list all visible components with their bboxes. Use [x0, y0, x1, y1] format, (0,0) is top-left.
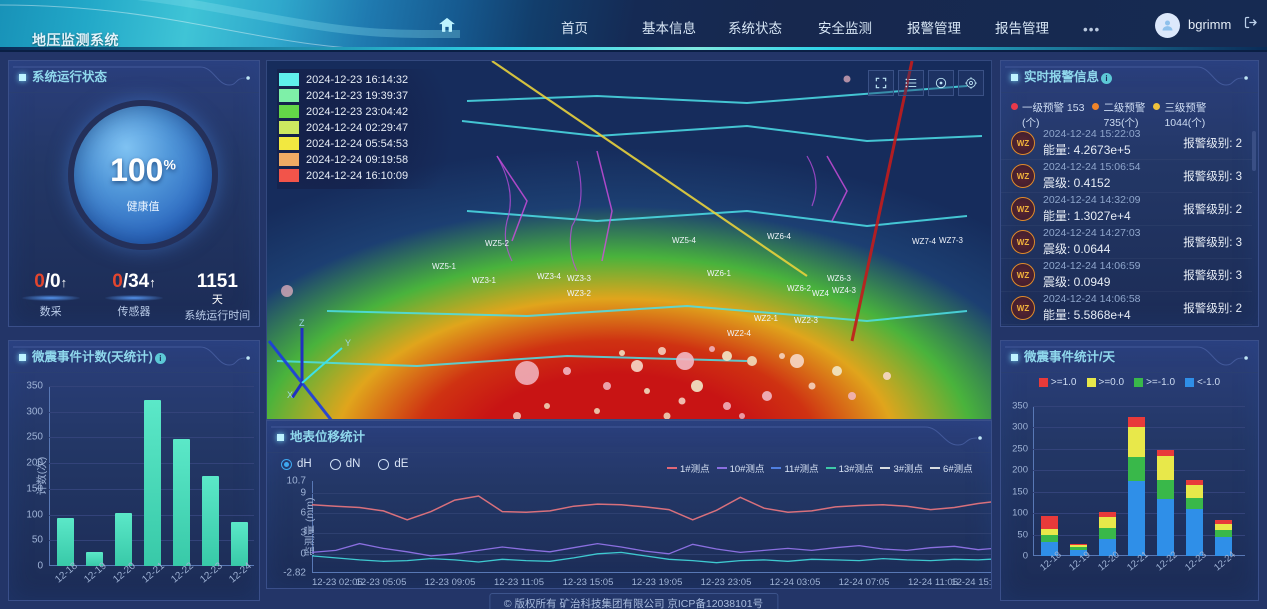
svg-text:WZ6-3: WZ6-3	[827, 274, 852, 283]
svg-text:WZ3-1: WZ3-1	[472, 276, 497, 285]
svg-text:WZ3-4: WZ3-4	[537, 272, 562, 281]
svg-text:X: X	[287, 390, 293, 398]
svg-text:WZ5-4: WZ5-4	[672, 236, 697, 245]
svg-text:WZ5-1: WZ5-1	[432, 262, 457, 271]
svg-text:WZ2-3: WZ2-3	[794, 316, 819, 325]
svg-text:Y: Y	[345, 338, 351, 348]
svg-text:WZ6-4: WZ6-4	[767, 232, 792, 241]
svg-text:WZ7-4: WZ7-4	[912, 237, 937, 246]
svg-text:Z: Z	[299, 318, 305, 328]
svg-text:WZ5-2: WZ5-2	[485, 239, 510, 248]
svg-text:WZ4: WZ4	[812, 289, 829, 298]
svg-text:WZ3-2: WZ3-2	[567, 289, 592, 298]
svg-text:WZ4-3: WZ4-3	[832, 286, 857, 295]
svg-text:WZ7-3: WZ7-3	[939, 236, 964, 245]
svg-text:WZ2-1: WZ2-1	[754, 314, 779, 323]
svg-text:WZ2-4: WZ2-4	[727, 329, 752, 338]
svg-text:WZ6-2: WZ6-2	[787, 284, 812, 293]
svg-text:WZ3-3: WZ3-3	[567, 274, 592, 283]
svg-text:WZ6-1: WZ6-1	[707, 269, 732, 278]
